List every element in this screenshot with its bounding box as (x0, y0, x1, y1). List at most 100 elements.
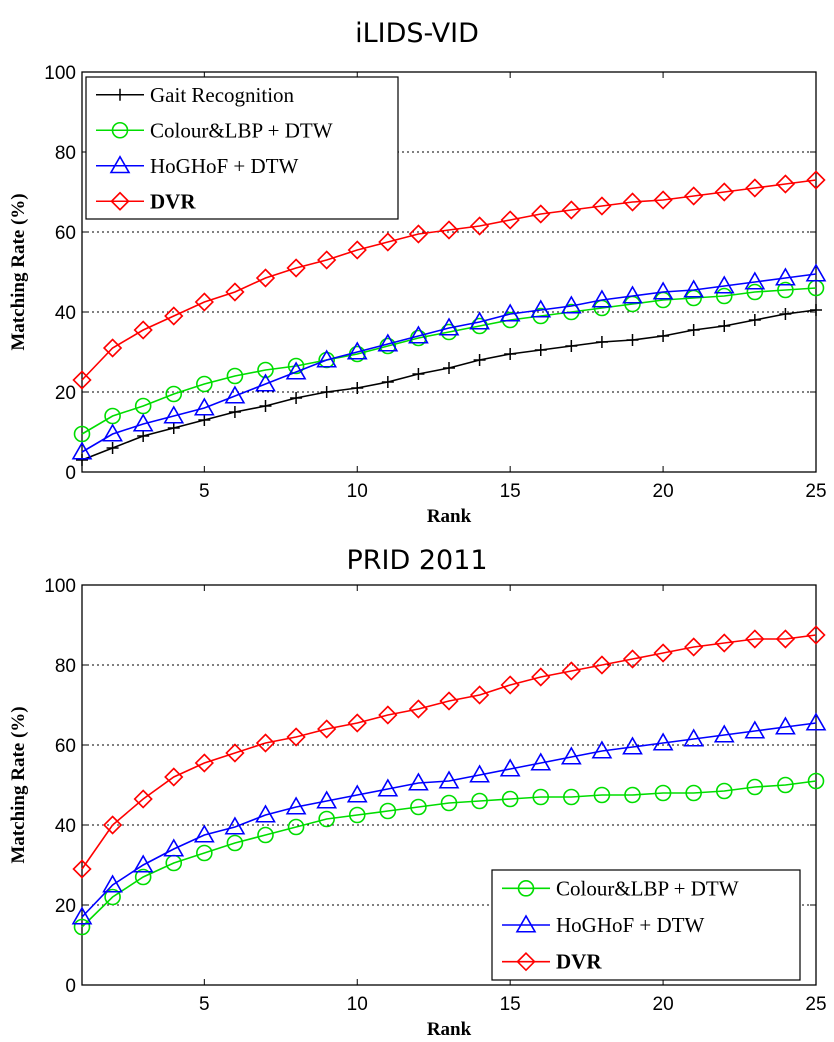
data-point (438, 317, 460, 336)
data-point (102, 338, 123, 358)
data-point (196, 375, 213, 393)
series-line (81, 273, 817, 453)
legend-label: Colour&LBP + DTW (150, 118, 333, 142)
data-point (469, 216, 490, 236)
data-point (591, 289, 613, 308)
data-point (499, 303, 521, 322)
data-point (317, 250, 337, 270)
data-point (134, 868, 152, 886)
data-point (317, 719, 337, 739)
data-point (316, 790, 338, 809)
data-point (347, 713, 367, 733)
data-point (347, 240, 367, 260)
x-tick-label: 20 (653, 994, 674, 1015)
data-point (561, 200, 581, 220)
legend-marker (109, 155, 131, 174)
series-hoghof-dtw (71, 263, 827, 460)
data-point (286, 727, 306, 747)
data-point (71, 906, 93, 925)
series-dvr (72, 625, 826, 879)
series-hoghof-dtw (71, 712, 827, 925)
axis-ticks: 0 20 40 60 80 100 5 10 15 20 25 (44, 576, 826, 1015)
legend-item: Gait Recognition (96, 83, 295, 107)
data-point (469, 685, 490, 705)
data-point (106, 442, 119, 454)
axis-ticks: 0 20 40 60 80 100 5 10 15 20 25 (44, 63, 826, 502)
data-point (76, 454, 88, 466)
chart-panel-prid-2011: PRID 2011 0 20 40 60 80 100 5 10 15 20 25 Rank Match… (0, 535, 834, 1042)
data-point (744, 720, 766, 739)
data-point (683, 728, 705, 747)
x-tick-label: 25 (805, 481, 826, 502)
data-point (561, 661, 581, 681)
x-axis-label: Rank (427, 506, 472, 527)
data-point (102, 423, 123, 442)
data-point (777, 281, 794, 299)
legend-label: Gait Recognition (150, 83, 295, 107)
data-point (408, 325, 429, 344)
data-point (532, 788, 550, 806)
data-point (102, 874, 123, 893)
data-point (408, 699, 429, 719)
x-tick-label: 5 (199, 481, 210, 502)
series-line (81, 722, 817, 918)
data-point (102, 815, 123, 835)
x-axis-label: Rank (427, 1019, 472, 1040)
data-point (684, 637, 704, 657)
data-point (71, 441, 93, 460)
data-point (285, 361, 307, 380)
data-point (745, 178, 765, 198)
data-point (194, 292, 214, 312)
data-point (593, 786, 611, 804)
y-axis-label: Matching Rate (%) (8, 193, 29, 350)
x-tick-label: 15 (500, 994, 521, 1015)
series-line (81, 287, 817, 435)
y-tick-label: 40 (55, 816, 76, 837)
data-point (133, 789, 153, 809)
y-tick-label: 100 (44, 576, 76, 597)
legend: Gait Recognition Colour&LBP + DTW HoGHoF +… (85, 76, 399, 220)
data-point (164, 306, 184, 326)
data-point (198, 414, 211, 426)
data-point (408, 772, 429, 791)
data-point (377, 778, 399, 797)
series-colour-lbp-dtw (73, 772, 825, 936)
data-point (714, 633, 734, 653)
data-point (531, 204, 551, 224)
data-point (469, 311, 490, 330)
legend-label: Colour&LBP + DTW (556, 876, 739, 900)
legend-marker (110, 191, 130, 211)
data-point (715, 782, 733, 800)
data-point (469, 764, 490, 783)
legend-label: HoGHoF + DTW (150, 154, 299, 178)
legend-box (85, 76, 399, 220)
data-point (259, 400, 272, 412)
data-point (257, 826, 274, 844)
data-point (534, 344, 547, 356)
data-point (501, 790, 519, 808)
y-tick-label: 80 (55, 656, 76, 677)
x-tick-label: 10 (347, 994, 368, 1015)
data-point (439, 691, 459, 711)
plot-area-frame (81, 584, 817, 986)
data-point (439, 220, 459, 240)
data-point (440, 794, 458, 812)
plot-area-frame (81, 71, 817, 473)
y-tick-label: 60 (55, 223, 76, 244)
legend: Colour&LBP + DTW HoGHoF + DTW DVR (491, 869, 801, 981)
data-point (224, 385, 246, 404)
series-line (81, 634, 817, 870)
x-tick-label: 5 (199, 994, 210, 1015)
data-point (408, 224, 429, 244)
data-point (775, 174, 796, 194)
data-point (713, 275, 735, 294)
data-point (132, 854, 154, 873)
data-point (73, 918, 91, 936)
data-point (379, 802, 397, 820)
data-point (287, 818, 305, 836)
data-point (563, 788, 580, 806)
data-point (565, 340, 578, 352)
legend-marker (516, 952, 536, 972)
data-point (531, 667, 551, 687)
data-point (286, 258, 306, 278)
